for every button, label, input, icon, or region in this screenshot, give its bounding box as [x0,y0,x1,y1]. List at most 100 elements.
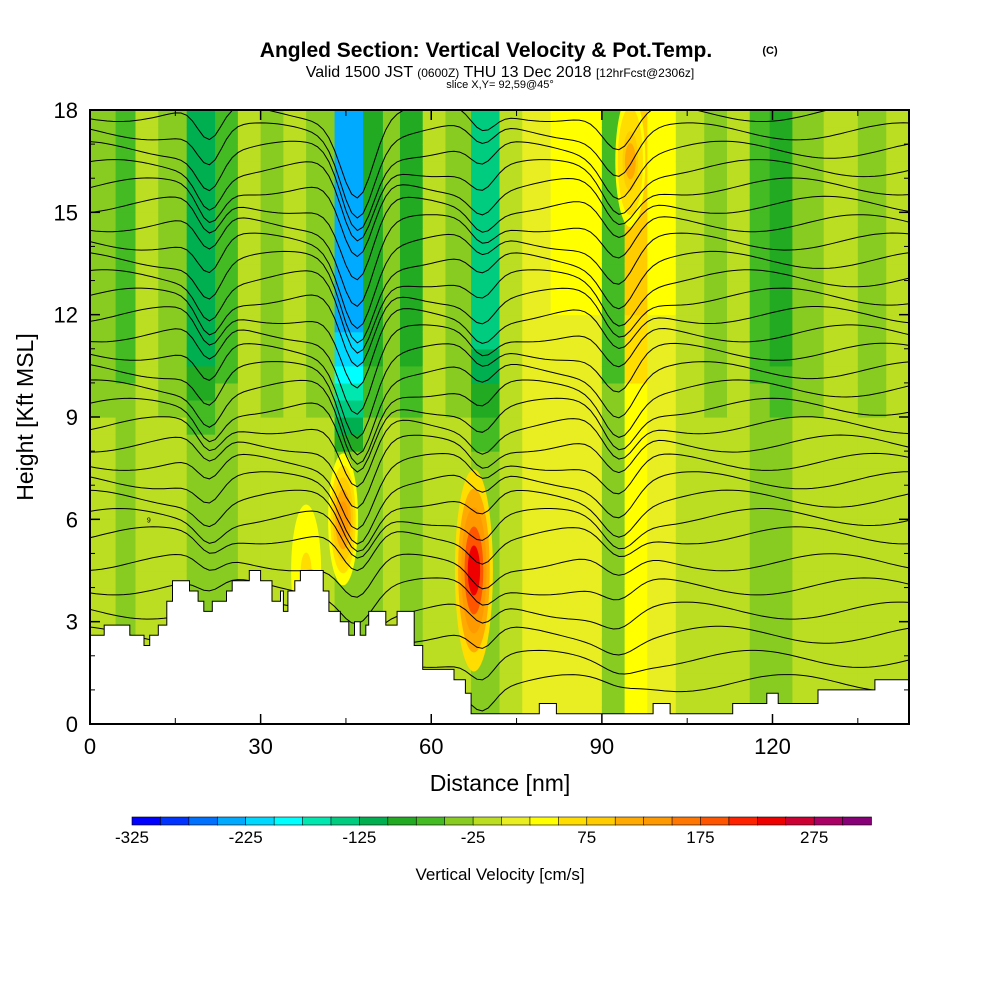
velocity-cell [363,485,384,503]
velocity-cell [422,382,447,401]
colorbar-swatch [415,816,446,826]
velocity-cell [499,587,523,606]
isentrope-line [90,434,909,509]
velocity-cell [260,161,284,179]
velocity-cell [306,161,336,179]
velocity-cell [215,451,239,469]
velocity-cell [647,536,677,555]
velocity-cell [727,451,751,469]
velocity-cell [363,553,384,572]
velocity-cell [857,502,887,520]
velocity-cell [886,485,909,503]
velocity-cell [550,161,580,179]
velocity-cell [445,127,472,145]
velocity-cell [158,246,188,265]
velocity-cell [886,178,909,196]
velocity-cell [283,297,307,316]
velocity-cell [399,212,424,230]
velocity-cell [215,161,239,179]
velocity-cell [90,297,117,316]
velocity-cell [186,331,216,350]
velocity-cell [237,553,262,572]
colorbar-swatch [728,816,759,826]
velocity-cell [769,587,794,606]
velocity-cell [260,331,284,350]
velocity-cell [422,434,447,452]
velocity-cell [90,144,117,162]
velocity-cell [260,144,284,162]
velocity-cell [115,246,137,265]
velocity-cell [237,348,262,367]
velocity-cell [237,314,262,333]
velocity-cell [215,110,239,128]
velocity-cell [550,127,580,145]
velocity-cell [579,297,603,316]
velocity-cell [445,280,472,299]
velocity-cell [186,536,216,555]
velocity-cell [237,331,262,350]
velocity-cell [647,212,677,230]
velocity-cell [749,502,771,520]
velocity-cell [886,263,909,282]
velocity-cell [823,195,859,213]
velocity-cell [158,110,188,128]
velocity-cell [550,178,580,196]
velocity-cell [522,246,552,265]
velocity-cell [769,314,794,333]
velocity-cell [334,604,364,623]
velocity-cell [769,297,794,316]
velocity-cell [260,195,284,213]
velocity-cell [158,348,188,367]
velocity-cell [363,331,384,350]
velocity-cell [749,144,771,162]
velocity-cell [769,144,794,162]
velocity-cell [260,365,284,384]
velocity-cell [422,212,447,230]
velocity-cell [857,212,887,230]
velocity-cell [522,399,552,418]
velocity-cell [769,655,794,674]
velocity-cell [727,434,751,452]
velocity-cell [704,451,728,469]
velocity-cell [624,621,648,640]
velocity-cell [769,536,794,555]
velocity-cell [334,365,364,384]
velocity-cell [306,348,336,367]
velocity-cell [90,195,117,213]
velocity-cell [647,331,677,350]
velocity-cell [158,451,188,469]
velocity-cell [471,672,501,691]
velocity-cell [237,536,262,555]
velocity-cell [675,246,705,265]
velocity-cell [260,553,284,572]
velocity-cell [334,195,364,213]
velocity-cell [675,689,705,708]
velocity-cell [399,263,424,282]
velocity-cell [624,280,648,299]
velocity-cell [550,348,580,367]
velocity-cell [647,519,677,537]
velocity-cell [792,417,825,435]
velocity-cell [115,314,137,333]
velocity-cell [115,127,137,145]
velocity-cell [769,127,794,145]
velocity-cell [579,638,603,657]
velocity-cell [382,212,401,230]
velocity-cell [550,195,580,213]
velocity-cell [886,434,909,452]
velocity-cell [283,399,307,418]
velocity-cell [769,348,794,367]
velocity-cell [704,689,728,708]
x-tick-label: 120 [754,734,791,759]
velocity-cell [675,621,705,640]
velocity-cell [675,263,705,282]
velocity-cell [215,519,239,537]
velocity-cell [115,110,137,128]
velocity-cell [237,485,262,503]
velocity-cell [550,485,580,503]
velocity-cell [624,553,648,572]
colorbar: -325 -225 -125 -25 75 175 275 [115,816,872,847]
velocity-cell [445,161,472,179]
velocity-cell [260,399,284,418]
velocity-cell [704,468,728,486]
